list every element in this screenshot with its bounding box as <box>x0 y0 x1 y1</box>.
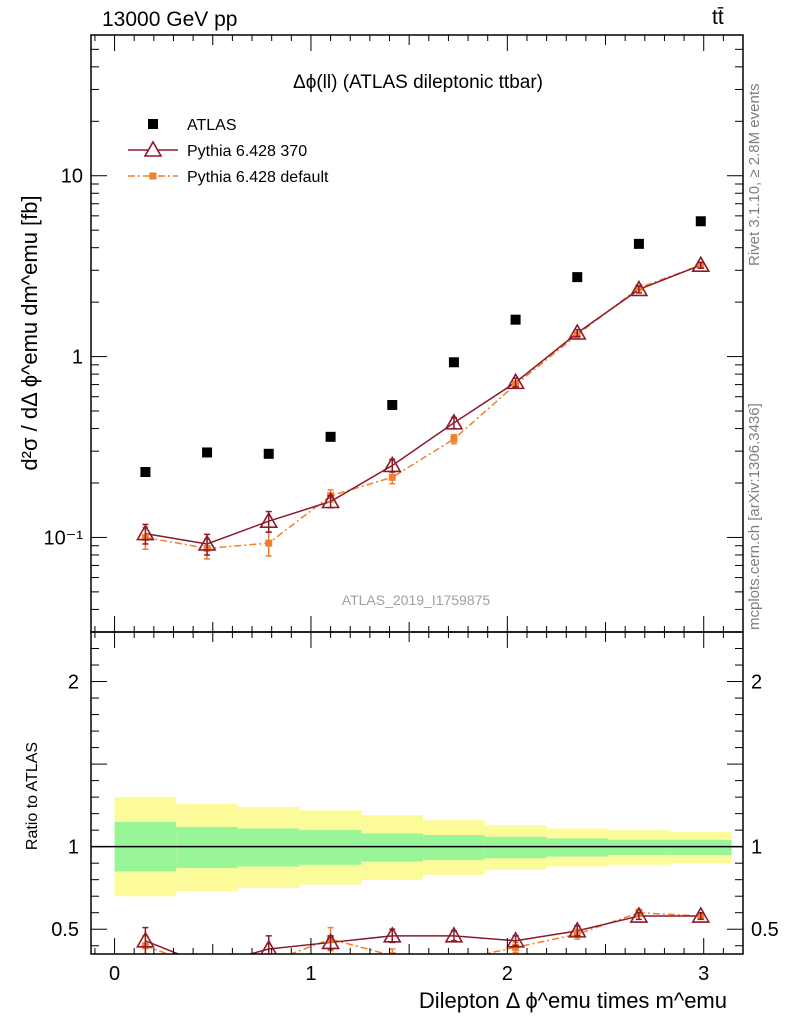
ratio-pythia-default-point <box>388 952 396 954</box>
pythia-370-point <box>259 511 279 528</box>
uncertainty-band-inner <box>237 828 300 867</box>
x-tick-label: 3 <box>698 963 709 985</box>
x-tick-label: 0 <box>109 963 120 985</box>
pythia-370-point <box>567 323 587 340</box>
header-energy-label: 13000 GeV pp <box>102 8 238 31</box>
uncertainty-band-inner <box>484 836 547 859</box>
x-axis-label: Dilepton Δ ϕ^emu times m^emu <box>419 988 727 1013</box>
y-tick-label-main: 10⁻¹ <box>44 527 84 549</box>
legend-marker-atlas <box>148 119 158 129</box>
pythia-default-point <box>265 539 273 547</box>
y-tick-label-ratio-right: 0.5 <box>751 919 779 941</box>
y-axis-label-main: d²σ / dΔ ϕ^emu dm^emu [fb] <box>17 195 42 470</box>
x-tick-label: 2 <box>502 963 513 985</box>
legend-label-pythia-default: Pythia 6.428 default <box>187 169 329 186</box>
ratio-pythia-370-point <box>567 921 587 938</box>
atlas-data-point <box>510 314 521 325</box>
pythia-370-point <box>629 279 649 297</box>
atlas-data-point <box>325 431 336 442</box>
ratio-plot-frame <box>90 631 744 955</box>
y-tick-label-ratio-right: 2 <box>751 672 762 694</box>
uncertainty-band-inner <box>423 835 485 860</box>
y-tick-label-main: 1 <box>72 347 83 369</box>
pythia-370-point <box>321 491 340 509</box>
main-plot-title: Δϕ(ll) (ATLAS dileptonic ttbar) <box>293 72 543 93</box>
ratio-pythia-370-point <box>382 926 402 943</box>
y-tick-label-ratio: 2 <box>68 672 79 694</box>
legend-marker-pythia-default <box>149 172 157 180</box>
uncertainty-band-inner <box>546 838 609 857</box>
pythia-370-point <box>444 413 464 430</box>
pythia-370-point <box>506 372 525 390</box>
series-line-pythia-370 <box>145 264 702 545</box>
ratio-pythia-default-point <box>450 957 457 964</box>
y-tick-label-ratio: 1 <box>68 837 79 859</box>
atlas-data-point <box>202 447 213 458</box>
pythia-370-point <box>691 255 711 273</box>
ratio-pythia-370-point <box>691 906 711 923</box>
uncertainty-band-inner <box>299 830 362 865</box>
pythia-370-point <box>382 455 402 473</box>
legend-marker-pythia-370 <box>143 140 163 157</box>
uncertainty-band-inner <box>176 826 238 869</box>
ratio-pythia-370-point <box>199 958 215 972</box>
ratio-pythia-370-point <box>444 926 464 943</box>
ratio-pythia-370-point <box>506 931 525 948</box>
y-tick-label-main: 10 <box>61 166 83 188</box>
uncertainty-band-inner <box>669 840 732 855</box>
legend-label-pythia-370: Pythia 6.428 370 <box>187 143 307 160</box>
legend-label-atlas: ATLAS <box>187 117 237 134</box>
uncertainty-band-inner <box>361 833 424 862</box>
uncertainty-band-inner <box>608 840 670 855</box>
y-axis-label-ratio: Ratio to ATLAS <box>24 742 41 850</box>
ratio-pythia-default-point <box>204 965 211 972</box>
atlas-data-point <box>140 467 151 478</box>
atlas-data-point <box>572 272 583 283</box>
ratio-pythia-370-point <box>629 906 649 923</box>
ratio-pythia-default-point <box>265 959 272 966</box>
atlas-data-point <box>695 216 706 227</box>
rivet-version-label: Rivet 3.1.10, ≥ 2.8M events <box>746 83 763 267</box>
atlas-data-point <box>633 238 644 249</box>
ratio-line-pythia-370 <box>145 915 701 954</box>
y-tick-label-ratio: 0.5 <box>51 919 79 941</box>
series-line-pythia-default <box>145 264 702 550</box>
mcplots-source-label: mcplots.cern.ch [arXiv:1306.3436] <box>746 403 763 630</box>
atlas-data-point <box>387 399 398 410</box>
analysis-watermark: ATLAS_2019_I1759875 <box>342 592 491 608</box>
pythia-370-point <box>197 534 217 551</box>
y-tick-label-ratio-right: 1 <box>751 837 762 859</box>
header-process-label: tt̄ <box>712 6 724 29</box>
ratio-pythia-370-point <box>136 931 155 948</box>
legend: ATLAS Pythia 6.428 370 Pythia 6.428 defaul… <box>128 117 329 186</box>
x-tick-label: 1 <box>305 963 316 985</box>
ratio-pythia-370-point <box>260 939 278 954</box>
pythia-370-point <box>136 523 155 541</box>
pythia-default-point <box>450 435 458 443</box>
atlas-data-point <box>448 357 459 368</box>
atlas-data-point <box>263 448 274 459</box>
pythia-default-point <box>388 473 396 481</box>
